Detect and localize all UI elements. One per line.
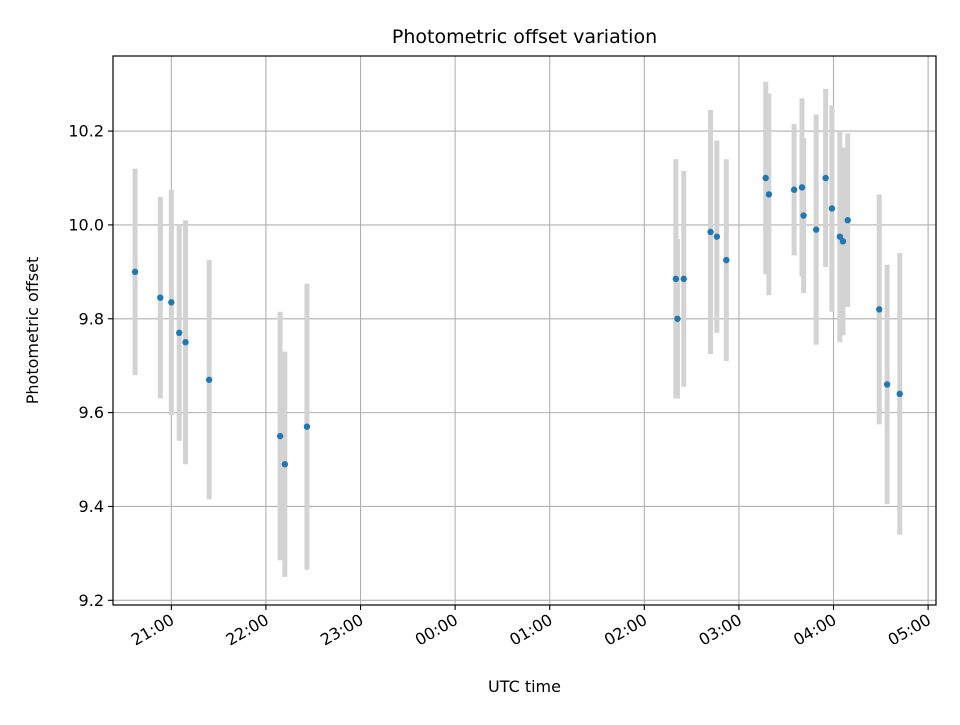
data-point <box>836 233 844 240</box>
data-point <box>812 226 820 233</box>
data-point <box>798 184 806 191</box>
data-point <box>168 299 175 306</box>
y-tick-label: 10.0 <box>68 215 104 234</box>
data-point <box>707 228 714 236</box>
data-point <box>157 294 164 301</box>
data-point <box>828 205 836 212</box>
data-point <box>790 186 798 193</box>
data-point <box>839 238 847 245</box>
data-point <box>205 376 213 383</box>
data-point <box>131 268 139 276</box>
x-axis-label: UTC time <box>488 677 561 696</box>
y-tick-label: 9.8 <box>79 309 104 328</box>
data-point <box>844 217 851 224</box>
data-point <box>281 461 289 468</box>
data-points <box>131 174 903 468</box>
chart-title: Photometric offset variation <box>392 26 657 48</box>
data-point <box>176 329 183 337</box>
data-point <box>182 339 189 346</box>
y-axis-label: Photometric offset <box>23 257 42 405</box>
data-point <box>672 275 680 283</box>
y-tick-label: 9.6 <box>79 403 104 422</box>
data-point <box>896 390 903 398</box>
plot-frame <box>112 55 937 606</box>
data-point <box>762 174 769 182</box>
grid <box>113 56 936 605</box>
data-point <box>276 432 284 440</box>
y-tick-label: 9.2 <box>79 591 104 610</box>
data-point <box>680 275 687 283</box>
data-point <box>765 191 773 198</box>
data-point <box>723 256 730 264</box>
data-point <box>674 315 681 322</box>
data-point <box>713 233 721 240</box>
data-point <box>883 381 891 388</box>
data-point <box>800 212 807 219</box>
data-point <box>822 174 829 182</box>
y-tick-label: 10.2 <box>68 122 104 141</box>
data-point <box>303 423 311 430</box>
y-tick-label: 9.4 <box>79 497 104 516</box>
data-point <box>876 306 883 313</box>
